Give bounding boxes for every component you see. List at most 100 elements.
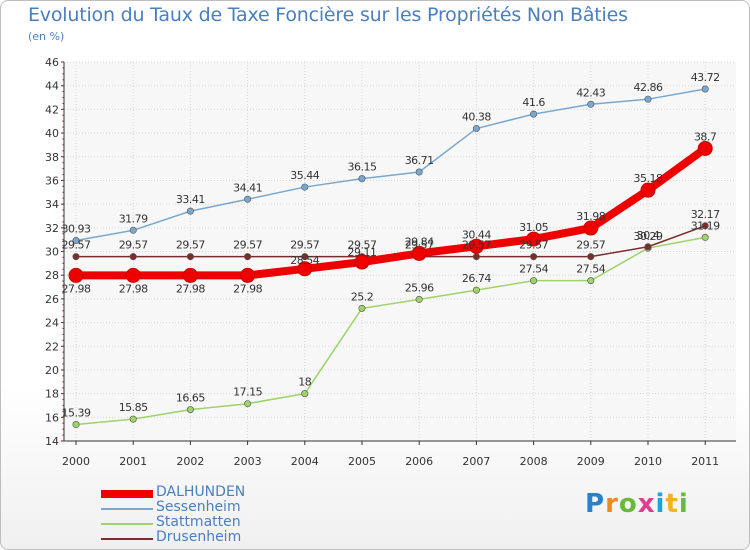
data-point	[472, 253, 480, 261]
y-tick-label: 46	[45, 56, 59, 69]
data-label: 30.4	[637, 229, 660, 242]
proxiti-logo: Proxiti	[585, 489, 689, 519]
data-label: 27.98	[119, 282, 148, 295]
y-minor-tick	[62, 345, 64, 347]
y-minor-tick	[62, 298, 64, 300]
data-point	[129, 253, 137, 261]
y-tick-label: 14	[45, 435, 59, 448]
data-label: 29.57	[233, 239, 262, 252]
x-tick-label: 2004	[291, 455, 319, 468]
y-minor-tick	[62, 156, 64, 158]
data-point	[415, 295, 423, 303]
y-tick-label: 30	[45, 246, 59, 259]
data-label: 18	[298, 376, 311, 389]
data-label: 25.96	[405, 281, 434, 294]
legend-swatch	[101, 523, 153, 525]
y-tick-label: 42	[45, 103, 59, 116]
data-label: 29.57	[290, 239, 319, 252]
y-minor-tick	[62, 238, 64, 241]
logo-letter: i	[678, 489, 689, 519]
line-chart: 14 16 18 20 22 24 26 28 30 32 34 36 38 40 42 44 46 2000 20…	[45, 56, 736, 468]
y-tick-label: 32	[45, 222, 59, 235]
data-label: 26.74	[462, 272, 491, 285]
y-minor-tick	[62, 422, 64, 424]
data-point	[72, 236, 80, 244]
y-minor-tick	[62, 138, 64, 140]
y-tick-label: 38	[45, 151, 59, 164]
data-label: 35.18	[634, 172, 663, 185]
data-point	[530, 110, 538, 118]
y-minor-tick	[62, 363, 64, 365]
data-label: 27.98	[62, 282, 91, 295]
data-label: 29.57	[462, 239, 491, 252]
y-minor-tick	[62, 256, 64, 259]
data-label: 15.39	[62, 407, 91, 420]
data-label: 29.57	[405, 239, 434, 252]
y-minor-tick	[62, 268, 64, 270]
data-label: 30.93	[62, 222, 91, 235]
data-label: 41.6	[522, 96, 545, 109]
data-label: 31.79	[119, 212, 148, 225]
data-label: 29.57	[348, 239, 377, 252]
data-label: 40.38	[462, 111, 491, 124]
legend-swatch	[101, 490, 153, 498]
data-point	[129, 415, 137, 423]
data-point	[644, 95, 652, 103]
logo-letter: P	[585, 489, 606, 519]
data-point	[587, 100, 595, 108]
y-minor-tick	[62, 126, 64, 128]
data-point	[244, 253, 252, 261]
y-tick-label: 20	[45, 364, 59, 377]
legend-label: Stattmatten	[156, 514, 241, 530]
data-label: 42.86	[634, 81, 663, 94]
data-point	[68, 267, 84, 283]
data-point	[129, 226, 137, 234]
y-minor-tick	[62, 375, 64, 377]
y-tick-label: 34	[45, 198, 59, 211]
y-minor-tick	[62, 191, 64, 193]
y-minor-tick	[62, 280, 64, 282]
data-label: 29.57	[62, 239, 91, 252]
y-tick-label: 44	[45, 80, 59, 93]
data-label: 30.44	[462, 228, 491, 241]
y-minor-tick	[62, 203, 64, 205]
y-minor-tick	[62, 381, 64, 383]
y-minor-tick	[62, 221, 64, 223]
data-label: 38.7	[694, 130, 717, 143]
legend-swatch	[101, 508, 153, 510]
data-point	[301, 253, 309, 261]
y-minor-tick	[62, 96, 64, 99]
y-minor-tick	[62, 90, 64, 93]
y-minor-tick	[62, 416, 64, 419]
data-point	[240, 267, 256, 283]
y-minor-tick	[62, 274, 64, 276]
data-label: 43.72	[691, 71, 720, 84]
y-minor-tick	[62, 132, 64, 134]
legend-label: Sessenheim	[156, 499, 241, 515]
data-point	[701, 222, 709, 230]
y-minor-tick	[62, 233, 64, 235]
y-minor-tick	[62, 167, 64, 170]
data-label: 31.19	[691, 219, 720, 232]
y-minor-tick	[62, 150, 64, 152]
y-minor-tick	[62, 310, 64, 312]
data-point	[244, 195, 252, 203]
y-minor-tick	[62, 351, 64, 353]
data-point	[640, 182, 656, 198]
y-minor-tick	[62, 262, 64, 265]
y-minor-tick	[62, 108, 64, 111]
data-point	[472, 286, 480, 294]
data-point	[297, 261, 313, 277]
y-minor-tick	[62, 292, 64, 294]
y-minor-tick	[62, 315, 64, 318]
data-label: 15.85	[119, 401, 148, 414]
x-tick-label: 2001	[119, 455, 147, 468]
data-label: 27.54	[519, 263, 548, 276]
x-tick-label: 2003	[234, 455, 262, 468]
y-minor-tick	[62, 144, 64, 146]
y-minor-tick	[62, 434, 64, 436]
data-point	[468, 238, 484, 254]
y-tick-label: 22	[45, 340, 59, 353]
data-label: 31.05	[519, 221, 548, 234]
